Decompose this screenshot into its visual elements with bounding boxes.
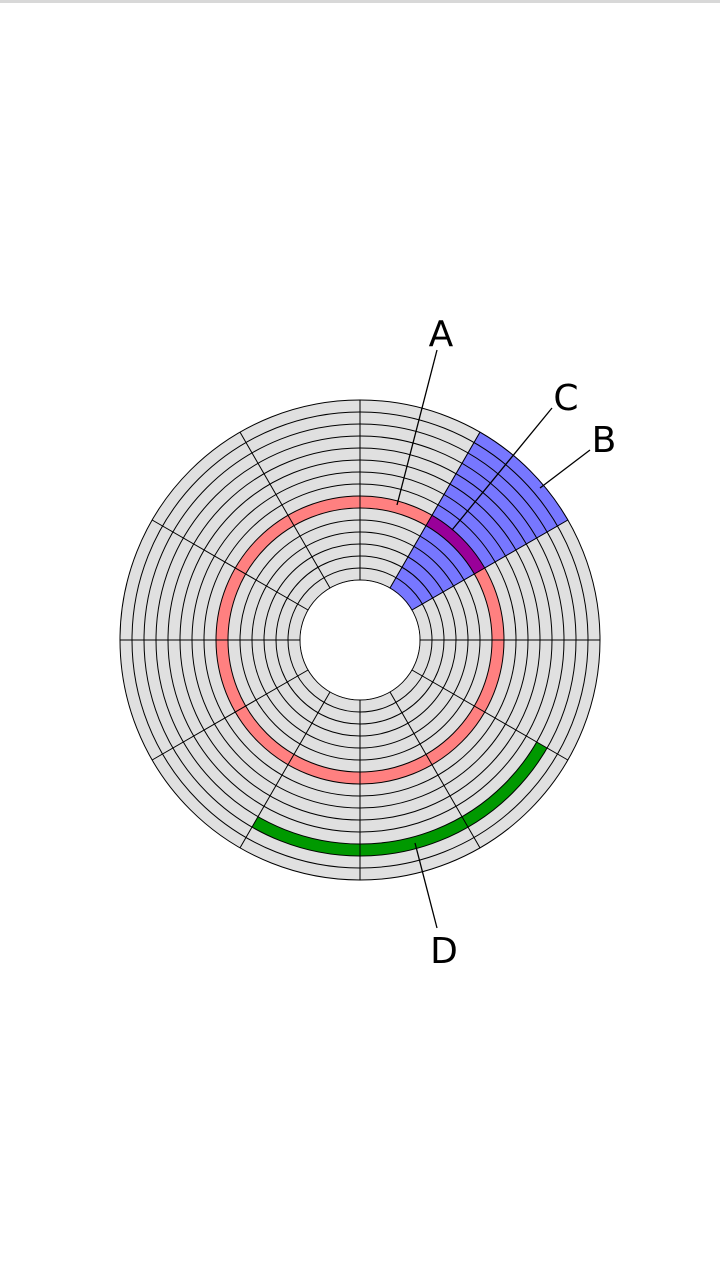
leader-a [396,349,438,506]
sector-line [239,691,331,849]
sector-line [389,431,481,589]
sector-line [151,519,309,611]
leader-c [451,407,553,531]
disk-shapes [119,399,601,881]
label-a: A [429,314,454,355]
leader-d [414,842,438,929]
sector-line [411,519,569,611]
hole [300,580,420,700]
label-d: D [430,931,458,972]
sector-line [411,669,569,761]
sector-line [389,691,481,849]
purple-sector [426,515,485,574]
top-bar [0,0,720,3]
sector-line [239,431,331,589]
label-c: C [553,378,578,419]
label-b: B [592,420,617,461]
leader-b [539,449,591,489]
sector-line [151,669,309,761]
